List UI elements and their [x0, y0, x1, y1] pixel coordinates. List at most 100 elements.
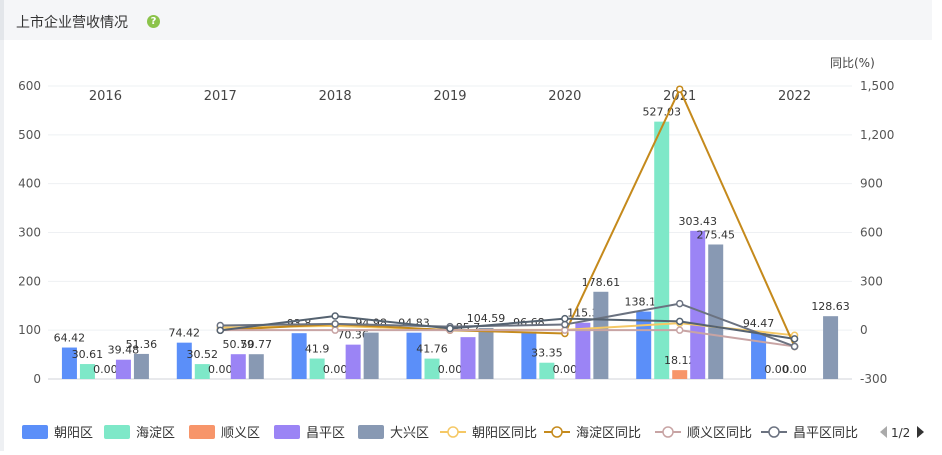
bar	[654, 121, 670, 380]
legend-swatch	[189, 425, 215, 439]
bar	[575, 322, 591, 379]
bar	[460, 337, 476, 379]
bar	[751, 332, 767, 379]
legend-marker	[768, 426, 780, 438]
chart-header: 上市企业营收情况 ?	[0, 0, 932, 40]
y-left-tick-label: 600	[18, 79, 41, 93]
line-point	[675, 85, 684, 93]
x-tick-label: 2017	[204, 89, 237, 104]
bar	[309, 358, 325, 379]
data-label: 0.00	[208, 363, 233, 376]
bar	[291, 333, 307, 379]
legend-next-icon[interactable]	[917, 426, 924, 438]
y-left-tick-label: 300	[18, 226, 41, 240]
data-label: 30.61	[72, 348, 104, 361]
data-label: 18.12	[664, 354, 696, 367]
y-left-tick-label: 0	[33, 372, 41, 386]
line-point	[446, 324, 454, 333]
bar	[424, 358, 440, 379]
legend-label: 昌平区	[306, 426, 345, 441]
data-label: 0.00	[93, 363, 118, 376]
legend-prev-icon[interactable]	[880, 426, 887, 438]
line-point	[561, 320, 569, 329]
data-label: 0.00	[553, 363, 578, 376]
y-right-tick-label: 1,500	[860, 79, 894, 93]
data-label: 138.14	[624, 296, 663, 309]
data-label: 104.59	[467, 312, 506, 325]
data-label: 64.42	[54, 332, 86, 345]
data-label: 0.00	[782, 363, 807, 376]
line-point	[561, 314, 569, 323]
data-label: 50.77	[241, 338, 273, 351]
y-right-tick-label: 900	[860, 177, 883, 191]
data-label: 74.42	[169, 327, 201, 340]
y-left-tick-label: 400	[18, 177, 41, 191]
y-left-tick-label: 200	[18, 274, 41, 288]
y-right-tick-label: 0	[860, 323, 868, 337]
data-label: 41.9	[305, 343, 330, 356]
legend-marker	[447, 426, 459, 438]
bar	[593, 291, 609, 379]
line-point	[790, 335, 799, 343]
line-point	[331, 326, 339, 334]
bar	[363, 332, 379, 379]
data-label: 41.76	[416, 343, 448, 356]
bar	[823, 316, 839, 379]
x-tick-label: 2021	[663, 89, 696, 104]
data-label: 303.43	[678, 215, 717, 228]
legend-label: 大兴区	[390, 426, 429, 441]
data-label: 0.00	[438, 363, 463, 376]
line-point	[675, 326, 684, 334]
line-point	[675, 299, 684, 308]
y-right-tick-label: 1,200	[860, 128, 894, 142]
bar	[248, 354, 264, 379]
y-right-axis-title: 同比(%)	[830, 56, 875, 70]
bar	[690, 230, 706, 379]
legend-swatch	[104, 425, 130, 439]
legend-label: 朝阳区	[54, 426, 93, 441]
data-label: 128.63	[811, 300, 850, 313]
bar	[636, 311, 652, 379]
bar	[79, 364, 95, 379]
bar	[61, 347, 77, 379]
bar	[194, 364, 210, 379]
question-circle-icon[interactable]: ?	[147, 15, 160, 28]
bar	[672, 370, 688, 379]
line-point	[331, 312, 339, 320]
x-tick-label: 2022	[778, 89, 811, 104]
legend-label: 顺义区	[221, 426, 260, 441]
x-tick-label: 2016	[89, 89, 122, 104]
data-label: 39.48	[108, 344, 140, 357]
bar	[230, 354, 246, 379]
series-line	[220, 329, 795, 348]
y-right-tick-label: 300	[860, 274, 883, 288]
y-right-tick-label: 600	[860, 226, 883, 240]
bar	[708, 244, 724, 379]
bar	[115, 359, 131, 379]
bar	[478, 327, 494, 379]
page-title: 上市企业营收情况	[16, 15, 128, 31]
legend-page-indicator: 1/2	[891, 426, 910, 440]
data-label: 50.79	[223, 338, 255, 351]
legend-swatch	[358, 425, 384, 439]
combo-chart: 0 100 200 300 400 500 600 -300 0 300 600 900 1,200 1,…	[18, 56, 924, 441]
y-right-tick-label: -300	[860, 372, 887, 386]
legend-swatch	[22, 425, 48, 439]
legend-marker	[551, 426, 563, 438]
data-label: 527.03	[642, 106, 681, 119]
line-point	[331, 320, 339, 328]
bar	[176, 342, 192, 379]
data-label: 0.00	[764, 363, 789, 376]
legend-swatch	[274, 425, 300, 439]
data-label: 94.47	[743, 317, 775, 330]
series-line	[220, 314, 795, 340]
data-label: 0.00	[323, 363, 348, 376]
x-tick-label: 2018	[319, 89, 352, 104]
bar	[539, 362, 555, 379]
legend-marker	[662, 426, 674, 438]
bar	[133, 353, 149, 379]
bar	[406, 332, 422, 379]
x-tick-label: 2020	[548, 89, 581, 104]
chart-panel: 0 100 200 300 400 500 600 -300 0 300 600 900 1,200 1,…	[0, 40, 932, 451]
data-label: 275.45	[696, 228, 735, 241]
